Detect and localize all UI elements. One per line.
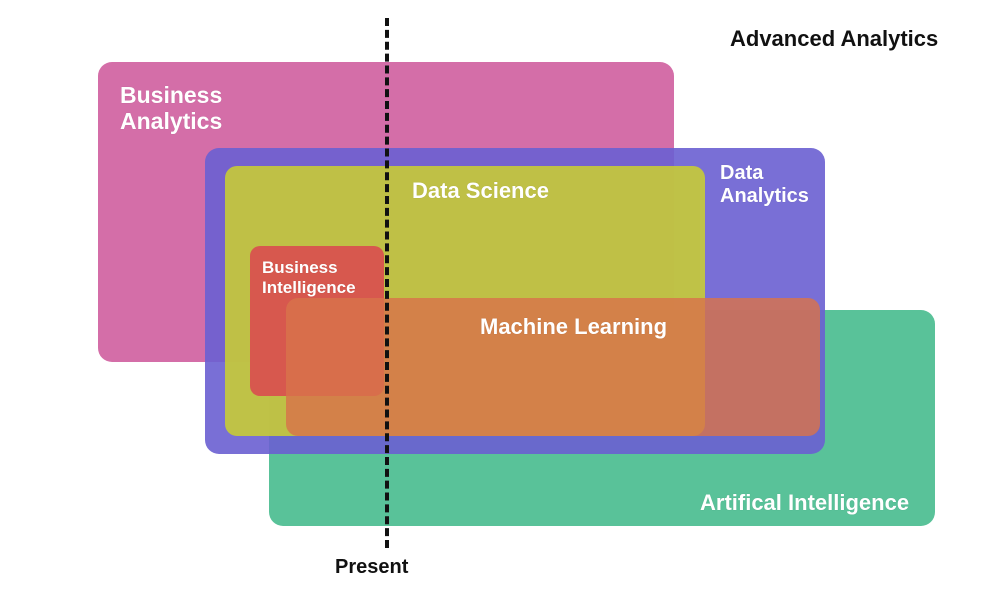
- diagram-canvas: Advanced Analytics Business Analytics Ar…: [0, 0, 1000, 600]
- label-data-science: Data Science: [412, 178, 549, 203]
- label-business-intelligence: Business Intelligence: [262, 258, 356, 297]
- label-data-analytics: Data Analytics: [720, 162, 809, 208]
- diagram-title: Advanced Analytics: [730, 26, 938, 52]
- present-axis-label: Present: [335, 556, 408, 579]
- label-business-analytics: Business Analytics: [120, 82, 222, 135]
- label-artificial-intelligence: Artifical Intelligence: [700, 490, 909, 515]
- present-divider-line: [385, 18, 389, 548]
- label-machine-learning: Machine Learning: [480, 314, 667, 339]
